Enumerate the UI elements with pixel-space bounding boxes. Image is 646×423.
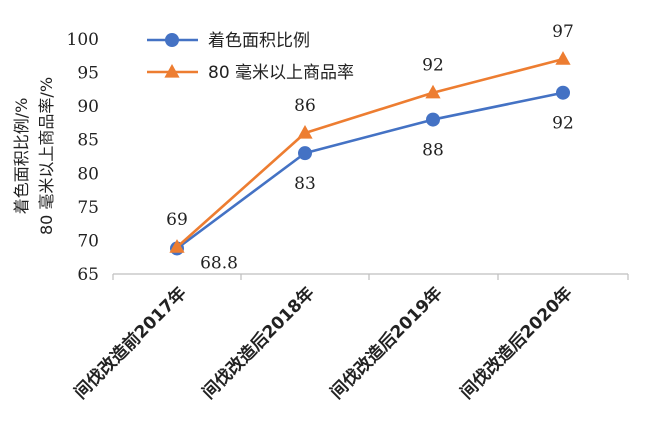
- legend-label: 着色面积比例: [208, 31, 310, 51]
- data-label: 92: [552, 114, 574, 134]
- data-label: 97: [552, 22, 574, 42]
- data-point: [426, 112, 440, 127]
- data-point: [297, 125, 313, 139]
- y-tick-label: 75: [77, 198, 99, 218]
- series-line: [176, 91, 564, 250]
- y-axis: 65 70 75 80 85 90 95 100: [67, 30, 99, 285]
- legend-item-1: 着色面积比例: [147, 31, 310, 51]
- series-2: 69 86 92 97: [166, 22, 574, 253]
- data-label: 68.8: [200, 253, 238, 273]
- x-category-label: 间伐改造后2019年: [326, 283, 446, 403]
- series-line: [176, 57, 564, 249]
- y-tick-label: 65: [77, 265, 99, 285]
- data-label: 86: [294, 96, 316, 116]
- data-point: [425, 84, 441, 99]
- y-axis-title-line-1: 着色面积比例/%: [12, 98, 31, 215]
- data-point: [298, 146, 312, 161]
- series-1: 68.8 83 88 92: [170, 85, 574, 273]
- x-category-label: 间伐改造前2017年: [70, 283, 190, 403]
- legend: 着色面积比例 80 毫米以上商品率: [147, 31, 354, 83]
- data-label: 83: [294, 174, 316, 194]
- y-tick-label: 80: [77, 164, 99, 184]
- data-label: 92: [422, 56, 444, 76]
- x-axis: 间伐改造前2017年 间伐改造后2018年 间伐改造后2019年 间伐改造后2020年: [70, 273, 629, 403]
- y-axis-label: 着色面积比例/% 80 毫米以上商品率/%: [12, 77, 56, 235]
- y-tick-label: 100: [67, 30, 99, 50]
- legend-marker: [164, 64, 180, 78]
- legend-item-2: 80 毫米以上商品率: [147, 63, 354, 83]
- y-tick-label: 85: [77, 131, 99, 151]
- legend-marker: [165, 33, 179, 47]
- series-layer: 68.8 83 88 92 69 86 92 97: [166, 22, 574, 273]
- data-label: 69: [166, 210, 188, 230]
- data-label: 88: [422, 141, 444, 161]
- data-point: [555, 51, 571, 65]
- data-point: [169, 239, 185, 253]
- legend-label: 80 毫米以上商品率: [208, 63, 354, 83]
- y-tick-label: 95: [77, 64, 99, 84]
- y-tick-label: 70: [77, 231, 99, 251]
- x-category-label: 间伐改造后2020年: [456, 283, 576, 403]
- data-point: [556, 85, 570, 100]
- x-category-label: 间伐改造后2018年: [198, 283, 318, 403]
- y-axis-title-line-2: 80 毫米以上商品率/%: [37, 77, 56, 235]
- y-tick-label: 90: [77, 97, 99, 117]
